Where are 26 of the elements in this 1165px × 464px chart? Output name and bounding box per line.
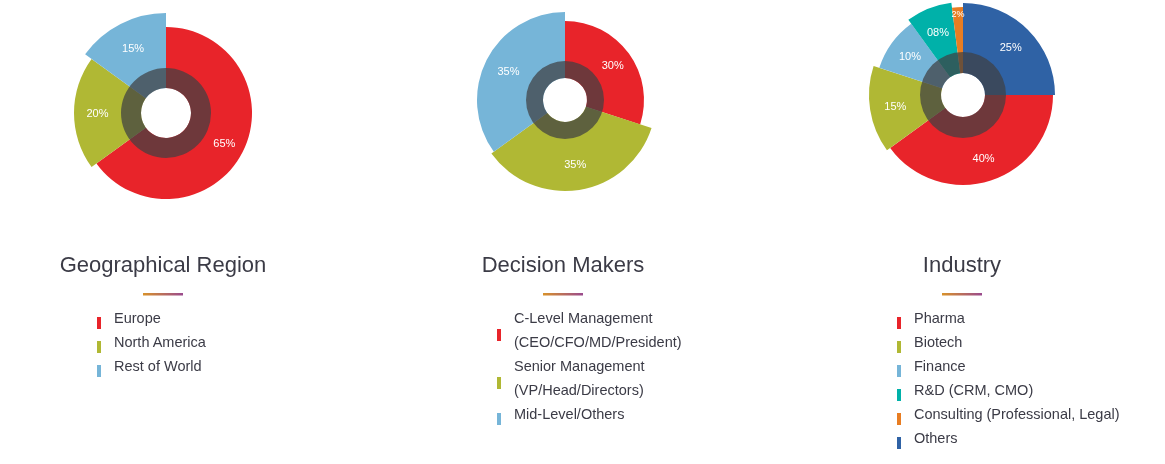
data-label: 30% xyxy=(601,59,624,72)
legend-label: R&D (CRM, CMO) xyxy=(914,382,1034,398)
legend-label: Consulting (Professional, Legal) xyxy=(914,406,1120,422)
legend-label: Others xyxy=(914,430,958,446)
data-label: 10% xyxy=(898,50,922,63)
legend-label: Rest of World xyxy=(114,358,202,374)
data-label: 25% xyxy=(999,41,1022,54)
text: Industry xyxy=(922,252,1002,277)
legend-label: Finance xyxy=(914,358,966,374)
legend-label: Pharma xyxy=(914,310,966,326)
legend-label: Mid-Level/Others xyxy=(514,406,625,422)
data-label: 35% xyxy=(497,65,520,78)
data-label: 08% xyxy=(926,25,950,38)
data-label: 15% xyxy=(122,42,145,55)
data-label: 15% xyxy=(884,99,907,112)
data-label: 20% xyxy=(86,106,109,119)
text: Decision Makers xyxy=(481,252,645,277)
legend-label: C-Level Management (CEO/CFO/MD/President) xyxy=(514,310,682,350)
text: Geographical Region xyxy=(59,252,267,277)
legend-label: Senior Management (VP/Head/Directors) xyxy=(514,358,645,398)
legend-label: Europe xyxy=(114,310,161,326)
legend-label: North America xyxy=(114,334,207,350)
data-label: 35% xyxy=(564,158,587,171)
data-label: 65% xyxy=(213,136,236,149)
data-label: 40% xyxy=(972,152,995,165)
legend-label: Biotech xyxy=(914,334,963,350)
